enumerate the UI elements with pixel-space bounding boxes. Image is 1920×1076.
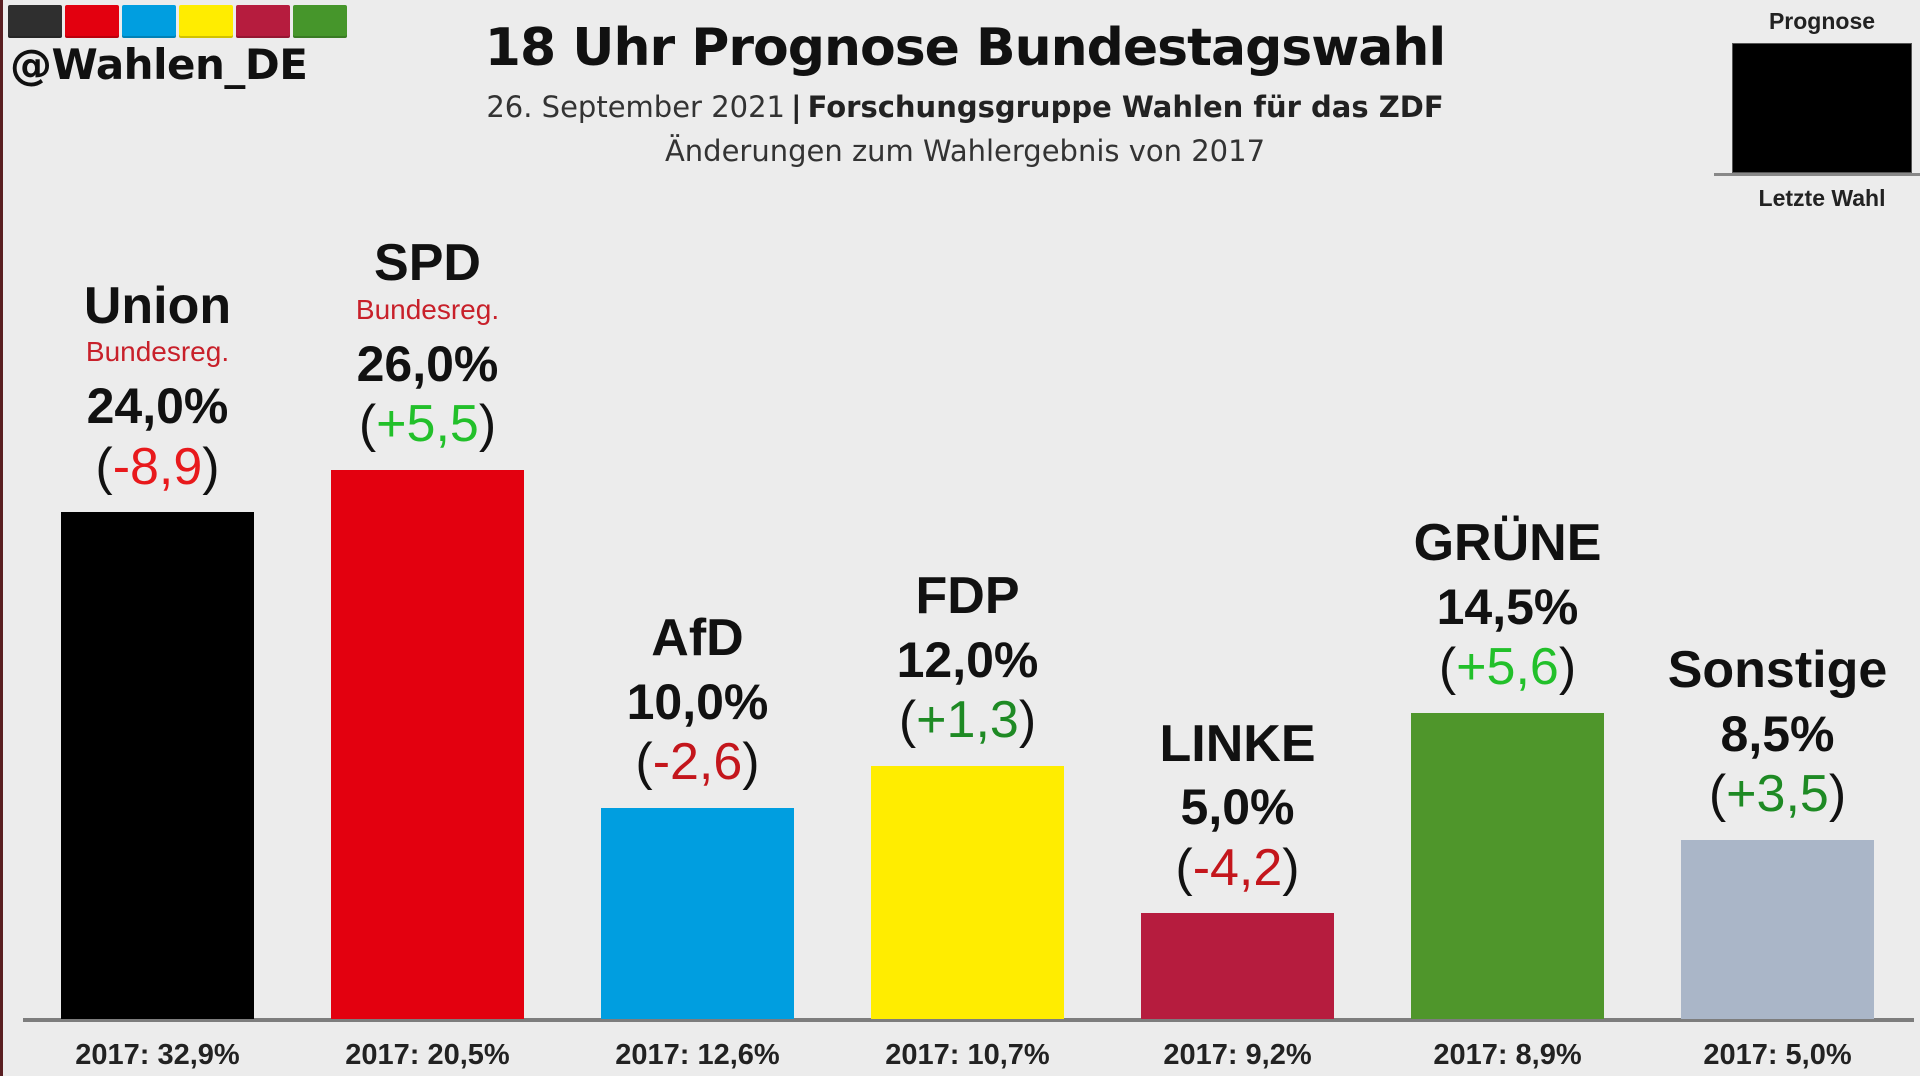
party-label: FDP <box>915 566 1020 625</box>
change-label: (+5,6) <box>1373 641 1643 693</box>
value-label: 26,0% <box>356 336 499 392</box>
source-label: Forschungsgruppe Wahlen für das ZDF <box>807 90 1444 124</box>
value-label: 12,0% <box>896 631 1039 688</box>
chart-caption: Änderungen zum Wahlergebnis von 2017 <box>664 134 1266 168</box>
party-label: LINKE <box>1159 714 1316 773</box>
chart-title: 18 Uhr Prognose Bundestagswahl <box>484 18 1446 78</box>
bar-afd <box>601 807 794 1019</box>
paren-open: ( <box>1175 838 1193 897</box>
previous-result-label: 2017: 10,7% <box>885 1039 1050 1072</box>
paren-close: ) <box>1558 638 1577 697</box>
bar-spd <box>331 470 524 1019</box>
change-value: +5,5 <box>376 395 479 454</box>
party-label: Union <box>83 276 232 335</box>
paren-open: ( <box>358 395 377 454</box>
legend-bar-sample <box>1732 43 1912 173</box>
change-label: (-2,6) <box>563 736 833 788</box>
party-color-strip <box>8 5 347 38</box>
x-axis-line <box>23 1018 1914 1022</box>
party-label: GRÜNE <box>1413 514 1602 573</box>
color-swatch <box>65 5 119 38</box>
account-handle: @Wahlen_DE <box>10 40 308 89</box>
change-value: -2,6 <box>652 733 743 792</box>
bar-sonstige <box>1681 839 1874 1019</box>
paren-close: ) <box>202 437 220 496</box>
government-note: Bundesreg. <box>355 293 500 325</box>
change-label: (-4,2) <box>1103 842 1373 894</box>
change-label: (+5,5) <box>293 398 563 450</box>
bar-fdp <box>871 765 1064 1019</box>
value-label: 5,0% <box>1180 779 1295 836</box>
previous-result-label: 2017: 12,6% <box>615 1039 780 1072</box>
bar-grüne <box>1411 712 1604 1019</box>
paren-open: ( <box>1708 764 1727 823</box>
paren-close: ) <box>1828 764 1847 823</box>
paren-close: ) <box>478 395 497 454</box>
change-label: (-8,9) <box>23 441 293 493</box>
change-value: -4,2 <box>1192 838 1283 897</box>
change-label: (+1,3) <box>833 694 1103 746</box>
legend-label-prognose: Prognose <box>1768 8 1876 34</box>
paren-open: ( <box>95 437 113 496</box>
government-note: Bundesreg. <box>85 336 230 368</box>
value-label: 14,5% <box>1436 578 1579 635</box>
change-value: -8,9 <box>112 437 203 496</box>
change-value: +3,5 <box>1726 764 1829 823</box>
previous-result-label: 2017: 5,0% <box>1703 1039 1852 1072</box>
paren-close: ) <box>1282 838 1300 897</box>
change-value: +5,6 <box>1456 638 1559 697</box>
chart-subtitle: 26. September 2021 | Forschungsgruppe Wahl… <box>0 90 1920 124</box>
change-label: (+3,5) <box>1643 768 1913 820</box>
previous-result-label: 2017: 32,9% <box>75 1039 240 1072</box>
color-swatch <box>179 5 233 38</box>
value-label: 24,0% <box>86 378 229 435</box>
previous-result-label: 2017: 20,5% <box>345 1039 510 1072</box>
separator: | <box>791 90 802 124</box>
left-edge-border <box>0 0 3 1076</box>
bar-union <box>61 512 254 1019</box>
paren-close: ) <box>1018 690 1037 749</box>
color-swatch <box>293 5 347 38</box>
paren-open: ( <box>1438 638 1457 697</box>
color-swatch <box>122 5 176 38</box>
paren-open: ( <box>635 733 653 792</box>
change-value: +1,3 <box>916 690 1019 749</box>
legend-label-letzte-wahl: Letzte Wahl <box>1758 185 1886 211</box>
legend-baseline <box>1714 173 1920 176</box>
previous-result-label: 2017: 9,2% <box>1163 1039 1312 1072</box>
bar-linke <box>1141 913 1334 1019</box>
party-label: AfD <box>651 609 744 668</box>
party-label: Sonstige <box>1667 640 1888 699</box>
party-label: SPD <box>374 234 481 293</box>
previous-result-label: 2017: 8,9% <box>1433 1039 1582 1072</box>
value-label: 8,5% <box>1720 705 1835 762</box>
paren-open: ( <box>898 690 917 749</box>
paren-close: ) <box>742 733 760 792</box>
value-label: 10,0% <box>626 673 769 730</box>
color-swatch <box>236 5 290 38</box>
color-swatch <box>8 5 62 38</box>
date-label: 26. September 2021 <box>486 90 785 124</box>
